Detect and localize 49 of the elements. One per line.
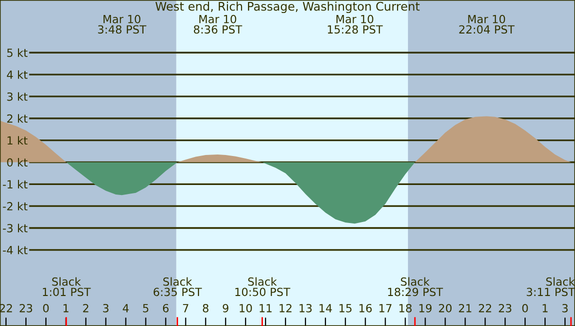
- annotation: Slack 6:35 PST: [154, 277, 202, 296]
- x-tick-label: 6: [162, 304, 169, 312]
- y-tick-label: 5 kt: [7, 48, 28, 57]
- x-tick-label: 16: [360, 304, 372, 312]
- y-tick-label: -2 kt: [2, 202, 28, 210]
- y-tick-label: 1 kt: [8, 136, 28, 145]
- y-tick-label: 2 kt: [7, 114, 28, 123]
- annotation: Mar 10 8:36 PST: [194, 14, 242, 34]
- x-tick-label: 10: [240, 304, 252, 312]
- x-tick-label: 3: [562, 304, 568, 312]
- x-tick-label: 3: [103, 304, 108, 312]
- annotation: Slack 18:29 PST: [388, 277, 444, 296]
- x-tick-label: 15: [340, 304, 352, 312]
- x-tick-label: 17: [379, 304, 392, 312]
- x-tick-label: 13: [300, 304, 312, 312]
- x-tick-label: 22: [478, 304, 492, 312]
- annotation: Mar 10 3:48 PST: [98, 14, 146, 34]
- annotation: Mar 10 22:04 PST: [459, 14, 515, 34]
- y-tick-label: 0 kt: [7, 158, 28, 167]
- x-tick-label: 21: [458, 304, 472, 312]
- x-tick-label: 1: [64, 304, 68, 312]
- x-tick-label: 1: [542, 304, 548, 312]
- x-tick-label: 4: [122, 304, 129, 312]
- annotation: Mar 10 15:28 PST: [328, 14, 383, 34]
- x-tick-label: 23: [20, 304, 32, 312]
- x-tick-label: 9: [222, 304, 228, 312]
- x-tick-label: 5: [143, 304, 148, 312]
- x-tick-label: 8: [202, 304, 208, 312]
- annotation: Slack 1:01 PST: [42, 277, 91, 296]
- x-tick-label: 22: [0, 304, 12, 312]
- annotation: Slack 3:11 PST: [526, 277, 575, 296]
- x-tick-label: 2: [83, 304, 88, 312]
- x-tick-label: 0: [43, 304, 49, 312]
- y-tick-label: -4 kt: [2, 246, 28, 254]
- y-tick-label: -3 kt: [2, 224, 28, 232]
- x-tick-label: 11: [260, 304, 272, 312]
- x-tick-label: 23: [498, 304, 512, 312]
- x-tick-label: 12: [280, 304, 292, 312]
- x-tick-label: 20: [438, 304, 452, 312]
- y-tick-label: -1 kt: [2, 180, 28, 188]
- chart-title: West end, Rich Passage, Washington Current: [155, 2, 420, 14]
- annotation: Slack 10:50 PST: [235, 277, 290, 296]
- x-tick-label: 19: [419, 304, 432, 312]
- y-tick-label: 4 kt: [6, 70, 28, 79]
- x-tick-label: 7: [183, 304, 188, 312]
- x-tick-label: 14: [320, 304, 332, 312]
- x-tick-label: 18: [399, 304, 412, 312]
- x-tick-label: 0: [522, 304, 528, 312]
- y-tick-label: 3 kt: [7, 92, 28, 101]
